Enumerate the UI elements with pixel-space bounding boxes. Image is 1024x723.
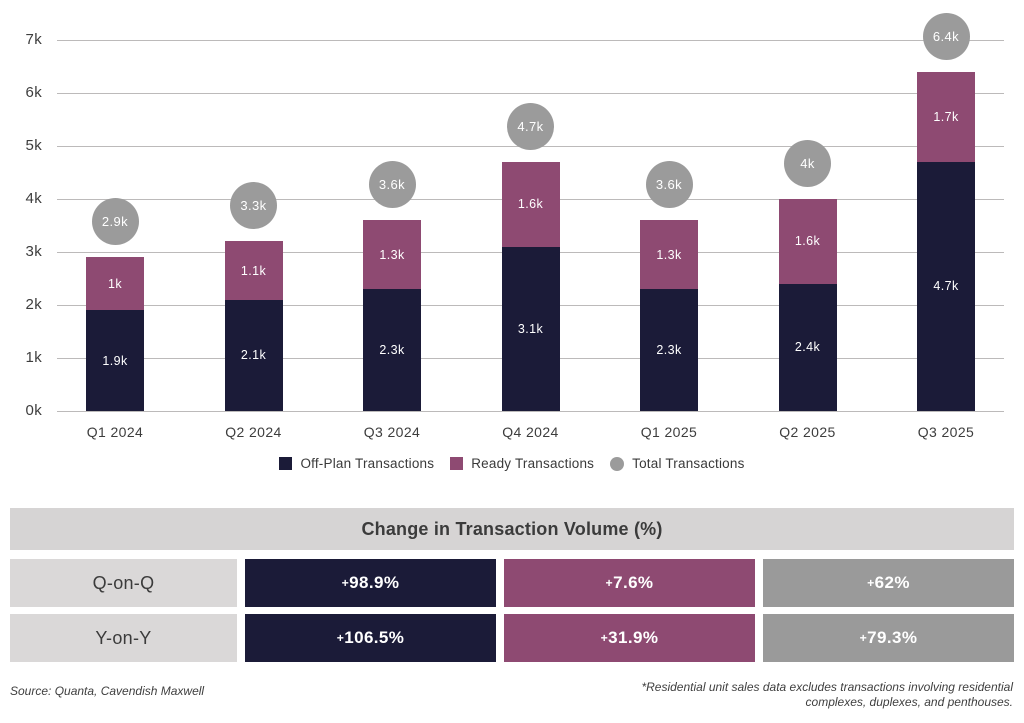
footnote-text: *Residential unit sales data excludes tr… [641, 680, 1013, 710]
row-label-qonq: Q-on-Q [10, 559, 237, 607]
bar-segment-offplan-q3-2024: 2.3k [363, 289, 421, 411]
total-bubble-q3-2025: 6.4k [922, 12, 970, 60]
total-bubble-q2-2025: 4k [784, 140, 831, 187]
y-axis-tick-1k: 1k [25, 349, 42, 366]
row-label-yony: Y-on-Y [10, 614, 237, 662]
y-axis-tick-6k: 6k [25, 84, 42, 101]
x-axis-label-q4-2024: Q4 2024 [502, 424, 559, 440]
bar-segment-ready-q1-2024: 1k [86, 257, 144, 311]
bar-segment-offplan-q1-2025: 2.3k [640, 289, 698, 411]
table-title: Change in Transaction Volume (%) [10, 508, 1014, 550]
total-bubble-q1-2024: 2.9k [91, 198, 139, 246]
legend-label-total: Total Transactions [632, 456, 745, 471]
bar-segment-ready-q4-2024: 1.6k [501, 161, 560, 247]
bar-segment-offplan-q3-2025: 4.7k [917, 161, 975, 411]
y-axis-tick-7k: 7k [25, 31, 42, 48]
gridline-6k [57, 93, 1004, 94]
y-axis-tick-5k: 5k [25, 137, 42, 154]
bar-segment-ready-q1-2025: 1.3k [640, 220, 698, 290]
legend-item-off-plan: Off-Plan Transactions [279, 456, 434, 471]
bar-segment-offplan-q4-2024: 3.1k [501, 246, 560, 411]
total-bubble-q3-2024: 3.6k [368, 161, 416, 209]
legend-item-total: Total Transactions [610, 456, 744, 471]
yony-offplan-change: +106.5% [245, 614, 496, 662]
gridline-7k [57, 40, 1004, 41]
legend-label-off-plan: Off-Plan Transactions [300, 456, 435, 471]
transactions-stacked-bar-chart: 0k 1k 2k 3k 4k 5k 6k 7k 1.9k 1k 2.9k Q1 2024 2.1k 1.1… [25, 12, 1004, 440]
qonq-offplan-change: +98.9% [245, 559, 496, 607]
table-row-yony: Y-on-Y +106.5% +31.9% +79.3% [10, 614, 1014, 662]
legend-item-ready: Ready Transactions [450, 456, 594, 471]
off-plan-swatch-icon [279, 457, 293, 470]
footnote-line-1: *Residential unit sales data excludes tr… [641, 680, 1013, 694]
y-axis-tick-0k: 0k [25, 402, 42, 419]
qonq-total-change: +62% [763, 559, 1014, 607]
qonq-ready-change: +7.6% [504, 559, 755, 607]
yony-total-change: +79.3% [763, 614, 1014, 662]
chart-legend: Off-Plan Transactions Ready Transactions… [0, 456, 1024, 471]
change-in-volume-table: Change in Transaction Volume (%) Q-on-Q … [10, 508, 1014, 669]
x-axis-label-q2-2025: Q2 2025 [779, 424, 836, 440]
bar-segment-offplan-q2-2025: 2.4k [778, 283, 837, 411]
legend-label-ready: Ready Transactions [471, 456, 595, 471]
gridline-0k [57, 411, 1004, 412]
bar-segment-offplan-q2-2024: 2.1k [224, 299, 283, 411]
bar-segment-ready-q2-2025: 1.6k [778, 199, 837, 284]
x-axis-label-q1-2024: Q1 2024 [86, 424, 144, 440]
bar-segment-ready-q3-2025: 1.7k [917, 71, 975, 162]
source-text: Source: Quanta, Cavendish Maxwell [10, 684, 205, 698]
x-axis-label-q1-2025: Q1 2025 [640, 424, 698, 440]
total-bubble-q2-2024: 3.3k [230, 182, 277, 230]
total-bubble-q4-2024: 4.7k [507, 102, 554, 150]
bar-segment-ready-q3-2024: 1.3k [363, 220, 421, 290]
footnote-line-2: complexes, duplexes, and penthouses. [805, 695, 1013, 709]
x-axis-label-q3-2024: Q3 2024 [363, 424, 421, 440]
y-axis-tick-2k: 2k [25, 296, 42, 313]
bar-segment-ready-q2-2024: 1.1k [224, 241, 283, 300]
x-axis-label-q3-2025: Q3 2025 [917, 424, 975, 440]
y-axis-tick-4k: 4k [25, 190, 42, 207]
y-axis-tick-3k: 3k [25, 243, 42, 260]
x-axis-label-q2-2024: Q2 2024 [225, 424, 282, 440]
total-bubble-q1-2025: 3.6k [645, 161, 693, 209]
total-circle-icon [610, 456, 625, 471]
ready-swatch-icon [450, 457, 464, 470]
yony-ready-change: +31.9% [504, 614, 755, 662]
table-row-qonq: Q-on-Q +98.9% +7.6% +62% [10, 559, 1014, 607]
bar-segment-offplan-q1-2024: 1.9k [86, 310, 144, 411]
